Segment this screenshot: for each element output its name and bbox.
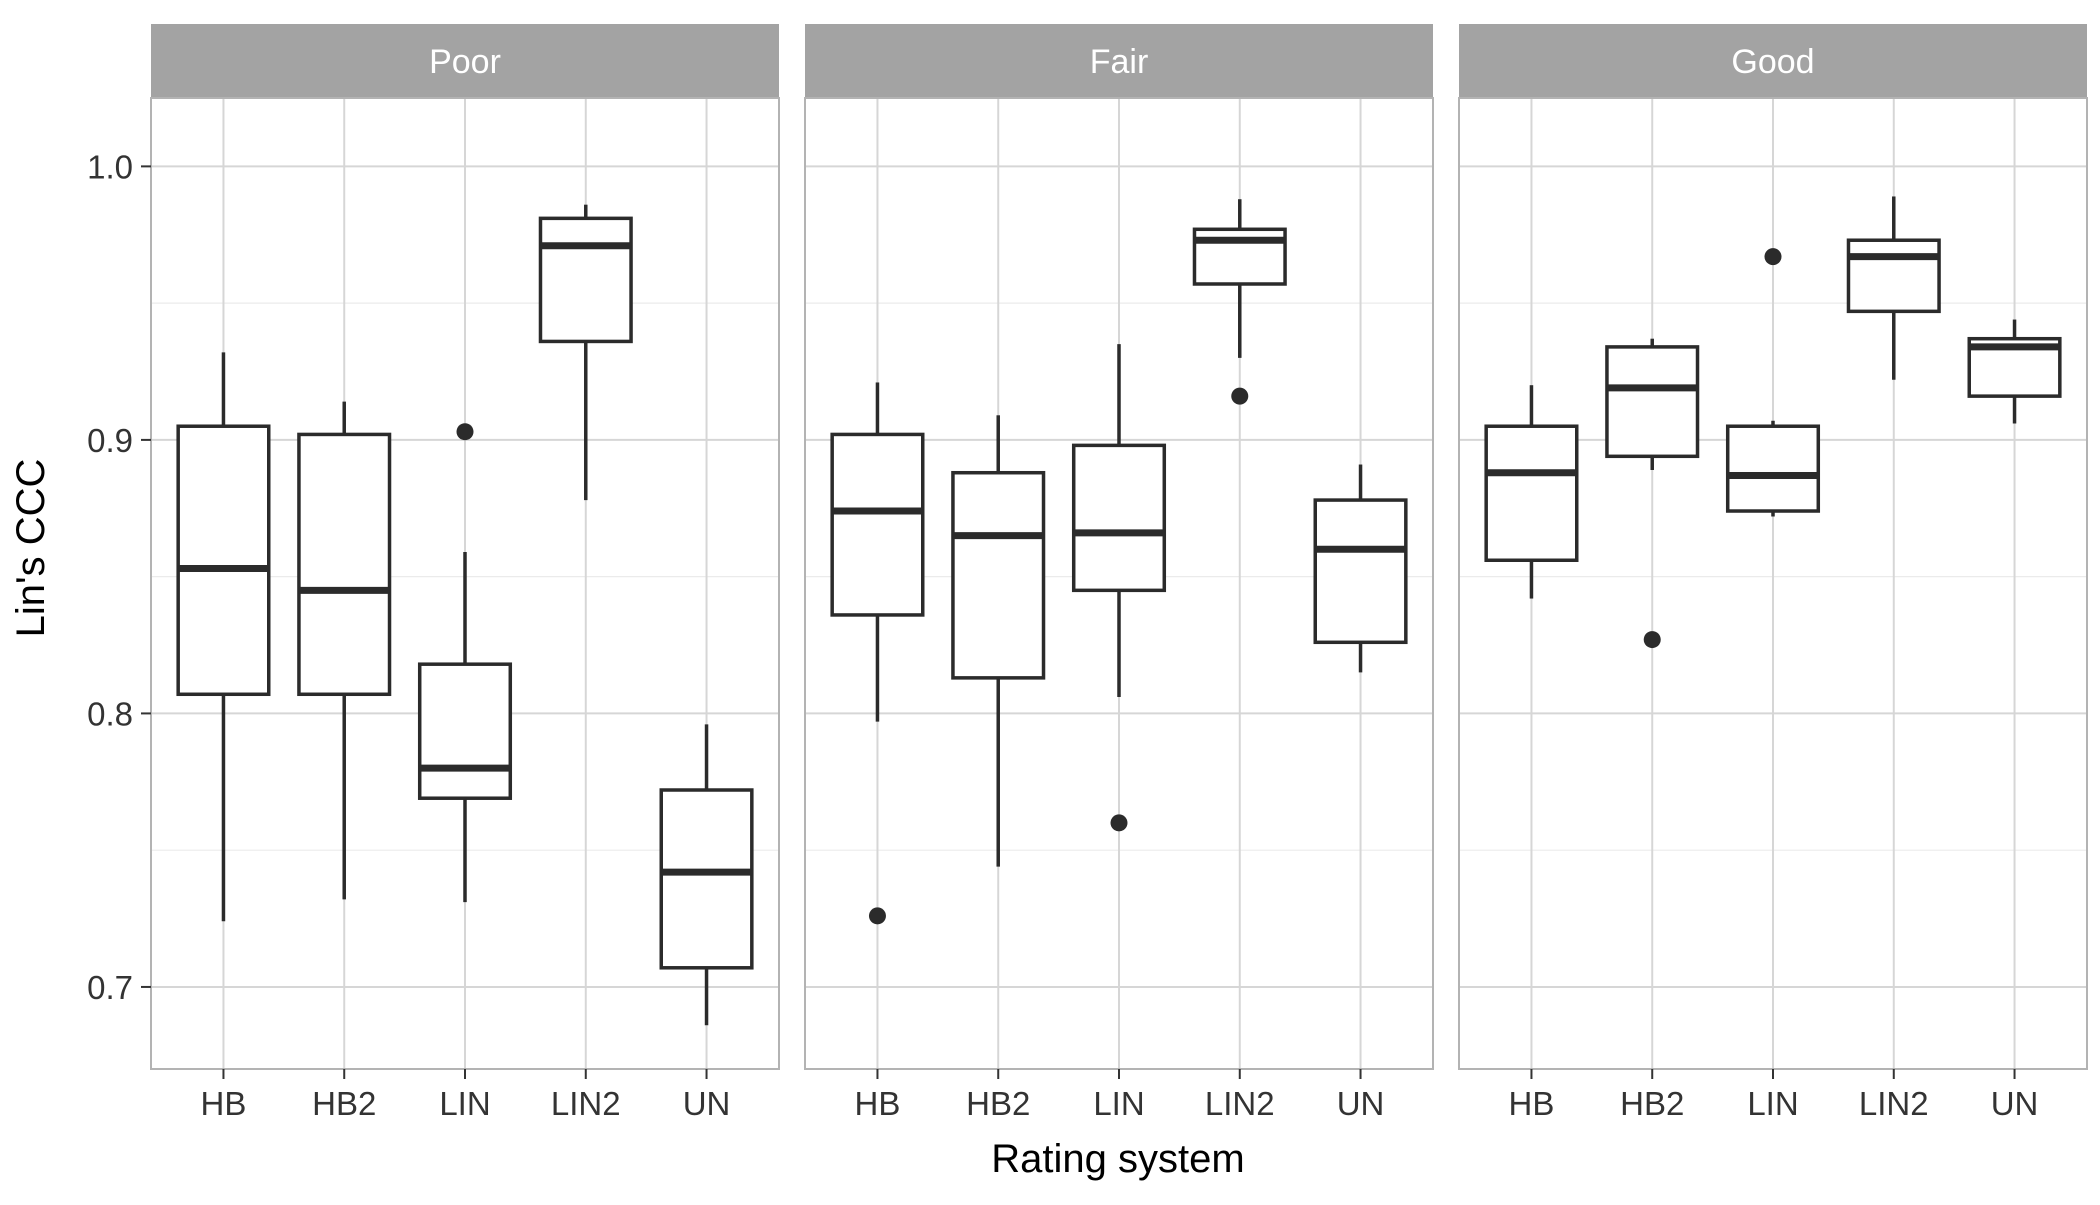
box-iqr xyxy=(1484,424,1579,563)
box-lin xyxy=(417,423,513,903)
outlier-point xyxy=(1764,248,1782,266)
x-tick-label: UN xyxy=(1991,1085,2039,1122)
outlier-point xyxy=(1231,387,1249,405)
outlier-point xyxy=(456,423,474,441)
facet-strip-label: Poor xyxy=(429,43,501,81)
box-hb2 xyxy=(951,415,1046,867)
box-hb xyxy=(176,352,271,922)
box-iqr xyxy=(951,470,1046,680)
x-tick-label: HB2 xyxy=(1620,1085,1684,1122)
facet-strip-label: Good xyxy=(1731,43,1814,81)
box-iqr xyxy=(830,432,925,617)
box-iqr xyxy=(297,432,392,697)
x-tick-label: LIN xyxy=(1093,1085,1144,1122)
box-iqr xyxy=(176,424,271,697)
x-tick-label: UN xyxy=(683,1085,731,1122)
y-tick-label: 0.7 xyxy=(87,969,133,1006)
box-lin xyxy=(1071,344,1167,832)
facet-strip xyxy=(1459,24,2087,98)
y-tick-label: 0.9 xyxy=(87,422,133,459)
x-tick-label: LIN2 xyxy=(1859,1085,1929,1122)
facet-strip-label: Fair xyxy=(1090,43,1149,81)
y-tick-label: 0.8 xyxy=(87,695,133,732)
y-tick-label: 1.0 xyxy=(87,148,133,185)
box-lin2 xyxy=(1846,196,1941,380)
box-lin2 xyxy=(1192,199,1287,405)
x-tick-label: HB2 xyxy=(312,1085,376,1122)
facet-panel-poor: Poor xyxy=(150,24,780,1070)
box-iqr xyxy=(659,788,754,970)
facet-panel-fair: Fair xyxy=(804,24,1434,1070)
box-iqr xyxy=(417,662,513,800)
x-tick-label: UN xyxy=(1337,1085,1385,1122)
box-iqr xyxy=(1071,443,1167,593)
facet-strip xyxy=(151,24,779,98)
box-hb xyxy=(1484,385,1579,599)
outlier-point xyxy=(1643,631,1661,649)
x-axis-title: Rating system xyxy=(991,1137,1244,1181)
box-lin xyxy=(1725,248,1821,517)
box-iqr xyxy=(538,216,633,344)
x-tick-label: HB xyxy=(1509,1085,1555,1122)
box-lin2 xyxy=(538,204,633,501)
x-tick-label: LIN2 xyxy=(1205,1085,1275,1122)
x-tick-label: LIN2 xyxy=(551,1085,621,1122)
box-un xyxy=(1313,464,1408,673)
box-hb2 xyxy=(297,401,392,900)
x-tick-label: HB2 xyxy=(966,1085,1030,1122)
y-axis-title: Lin's CCC xyxy=(9,459,53,638)
box-iqr xyxy=(1725,424,1821,513)
x-tick-label: HB xyxy=(201,1085,247,1122)
x-tick-label: LIN xyxy=(1747,1085,1798,1122)
box-un xyxy=(1967,319,2062,424)
x-tick-label: LIN xyxy=(439,1085,490,1122)
outlier-point xyxy=(1110,814,1128,832)
box-un xyxy=(659,724,754,1026)
box-hb xyxy=(830,382,925,925)
x-tick-label: HB xyxy=(855,1085,901,1122)
facet-panel-good: Good xyxy=(1458,24,2088,1070)
facet-strip xyxy=(805,24,1433,98)
box-iqr xyxy=(1605,345,1700,459)
outlier-point xyxy=(868,907,886,925)
box-iqr xyxy=(1846,238,1941,314)
box-iqr xyxy=(1313,498,1408,645)
box-hb2 xyxy=(1605,338,1700,649)
